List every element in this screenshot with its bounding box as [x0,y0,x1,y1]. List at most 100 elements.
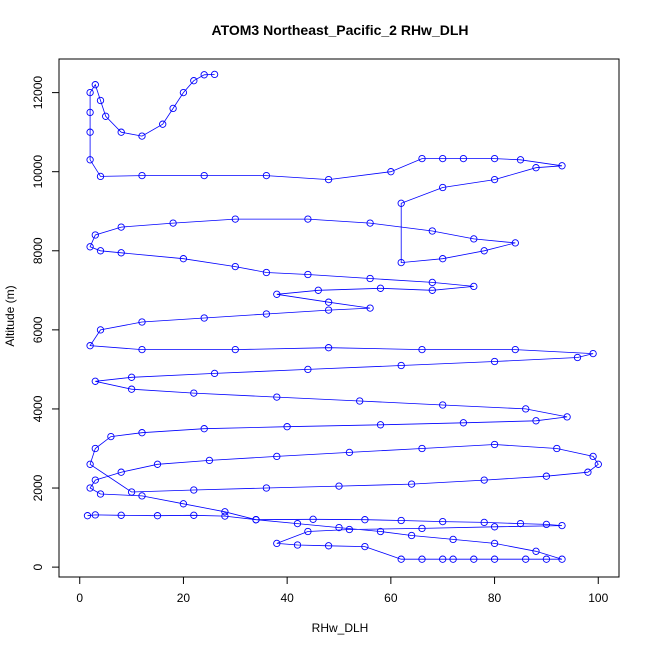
data-point [522,555,530,563]
data-point [418,345,426,354]
data-point [91,511,99,519]
data-point [511,239,519,247]
x-tick-label: 100 [588,591,608,605]
data-point [86,156,94,164]
data-point [428,286,436,294]
data-point [407,480,416,488]
chart-title: ATOM3 Northeast_Pacific_2 RHw_DLH [212,22,469,38]
data-point [210,369,219,378]
data-point [86,460,94,468]
data-point [558,521,566,530]
data-point [584,468,592,476]
data-point [117,223,125,231]
data-point [397,199,405,207]
data-point [231,262,239,271]
data-point [324,344,333,352]
data-point [190,511,198,519]
y-tick-label: 6000 [31,316,45,343]
data-point [169,104,177,113]
data-point [490,357,499,366]
data-point [293,519,302,528]
data-point [117,128,125,136]
data-point [138,171,146,180]
data-point [91,476,99,484]
data-point [594,460,602,468]
data-point [314,286,322,294]
data-point [439,555,447,563]
data-point [522,405,530,413]
data-point [470,555,478,563]
data-point [262,171,271,180]
data-point [470,235,478,243]
data-point [200,314,208,322]
data-point [293,541,302,549]
data-point [449,555,457,563]
x-tick-label: 20 [177,591,191,605]
data-point [428,227,436,235]
data-point [542,472,551,480]
data-point [428,278,436,287]
data-point [335,523,343,532]
x-tick-label: 40 [280,591,294,605]
data-point [304,365,312,374]
data-point [490,539,499,548]
data-point [117,249,125,257]
data-point [273,290,281,298]
data-point [138,492,146,500]
data-point [490,154,499,163]
data-point [558,162,566,170]
data-point [200,425,208,433]
data-point [376,527,385,536]
data-point [480,518,488,527]
data-point [397,516,405,525]
data-point [262,484,271,492]
data-point [221,512,229,520]
data-point [490,555,499,563]
data-point [102,112,110,120]
data-point [345,448,354,457]
data-point [127,373,136,381]
data-point [91,377,99,385]
data-point [91,444,99,453]
data-point [490,523,499,531]
data-point [439,154,447,163]
data-point [153,512,162,520]
data-point [86,88,94,97]
data-point [366,274,374,283]
x-axis: 0 20 40 60 80 100 [76,576,609,605]
data-point [179,255,188,263]
data-point [96,326,105,334]
data-point [273,393,281,401]
data-point [439,517,447,526]
data-point [345,525,354,534]
data-point [96,96,105,105]
data-point [169,219,177,227]
x-tick-label: 0 [76,591,83,605]
data-point [96,172,105,181]
data-point [304,270,312,279]
data-point [252,516,260,524]
data-point [231,345,239,354]
data-point [573,353,582,362]
y-tick-label: 10000 [31,155,45,189]
data-point [324,298,333,306]
data-point [324,306,333,314]
y-axis-label: Altitude (m) [3,285,17,346]
y-tick-label: 8000 [31,237,45,264]
x-tick-label: 60 [384,591,398,605]
data-point [179,88,188,97]
data-point [397,555,405,563]
data-point [356,397,364,405]
data-point [324,175,333,184]
data-point [516,519,525,528]
data-point [324,542,333,550]
data-point [361,542,369,551]
data-point [589,349,597,358]
data-point [439,183,447,192]
y-tick-label: 4000 [31,395,45,422]
data-point [387,168,395,176]
data-point [86,342,94,350]
data-point [532,164,540,172]
data-point [262,310,271,318]
